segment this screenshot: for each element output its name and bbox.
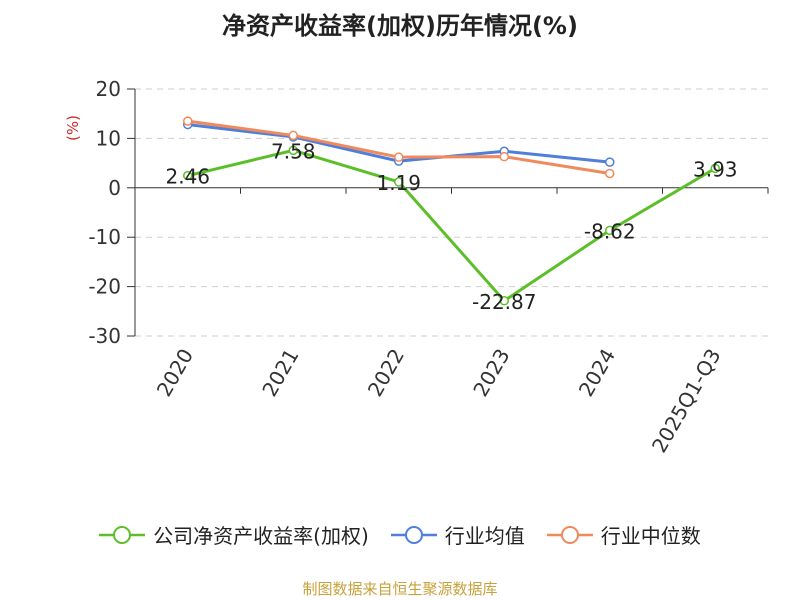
legend-label: 行业均值	[444, 524, 525, 548]
x-tick-label: 2021	[257, 345, 303, 401]
y-tick-label: -10	[88, 225, 121, 249]
data-label: 7.58	[271, 139, 316, 163]
legend: 公司净资产收益率(加权) 行业均值 行业中位数	[0, 520, 800, 549]
y-tick-label: 0	[108, 176, 121, 200]
series-layer	[183, 116, 720, 306]
data-point	[394, 177, 404, 187]
legend-item[interactable]: 行业中位数	[546, 520, 701, 549]
legend-label: 行业中位数	[600, 524, 701, 548]
x-tick-label: 2024	[574, 345, 620, 401]
data-point	[499, 296, 509, 306]
data-point	[605, 168, 615, 179]
y-axis-label: (%)	[64, 115, 82, 141]
data-label: -8.62	[584, 219, 636, 243]
source-note: 制图数据来自恒生聚源数据库	[302, 580, 498, 598]
legend-swatch	[390, 525, 437, 544]
data-point	[288, 130, 298, 141]
legend-label: 公司净资产收益率(加权)	[153, 524, 369, 548]
data-point	[499, 151, 509, 162]
data-label: 2.46	[165, 165, 210, 189]
data-label: -22.87	[472, 290, 536, 314]
data-point	[605, 157, 615, 167]
data-point	[394, 152, 404, 162]
x-tick-label: 2022	[363, 345, 409, 401]
chart-title: 净资产收益率(加权)历年情况(%)	[222, 12, 578, 40]
legend-swatch	[546, 525, 593, 544]
y-tick-label: 20	[96, 77, 121, 101]
y-tick-label: 10	[96, 126, 121, 150]
label-layer: 2.46 7.58 1.19 -22.87 -8.62 3.93	[165, 139, 737, 313]
y-tick-label: -30	[88, 324, 121, 348]
legend-item[interactable]: 公司净资产收益率(加权)	[99, 520, 369, 549]
data-label: 3.93	[693, 157, 738, 181]
x-tick-label: 2020	[152, 345, 198, 401]
data-point	[183, 116, 193, 126]
legend-swatch	[99, 525, 146, 544]
y-tick-label: -20	[88, 275, 121, 299]
data-point	[710, 163, 720, 174]
x-tick-label: 2023	[468, 345, 514, 401]
data-label: 1.19	[376, 171, 421, 195]
data-point	[183, 170, 193, 181]
data-point	[288, 145, 298, 156]
axis-layer: 20 10 0 -10 -20 -30 2020 2021 2022 2023 2024 2025Q1…	[88, 77, 769, 457]
legend-item[interactable]: 行业均值	[390, 520, 525, 549]
series-line	[187, 148, 717, 303]
data-point	[605, 225, 615, 236]
x-tick-label: 2025Q1-Q3	[647, 345, 726, 457]
